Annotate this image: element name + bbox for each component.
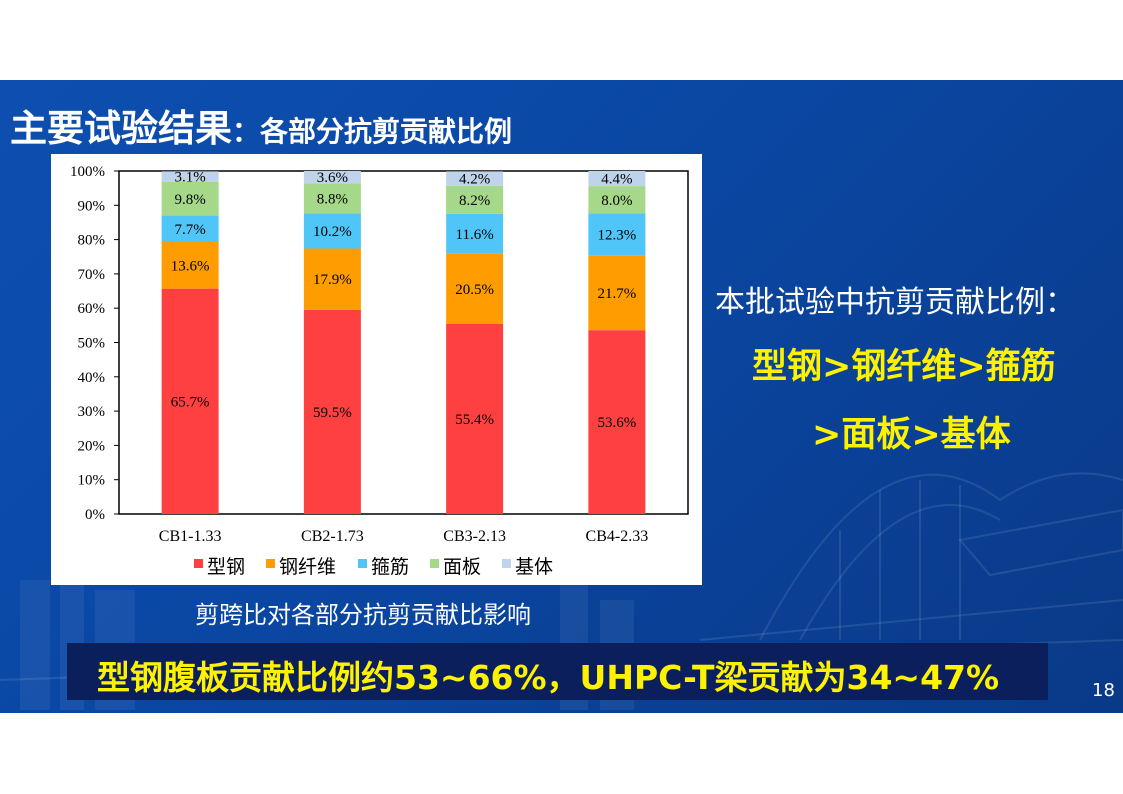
legend-label: 基体 (515, 556, 553, 578)
legend-swatch (502, 559, 511, 568)
y-tick-label: 50% (78, 336, 106, 352)
y-tick-label: 10% (78, 473, 106, 489)
chart-caption: 剪跨比对各部分抗剪贡献比影响 (195, 601, 531, 629)
data-label: 3.1% (175, 170, 206, 186)
page-number: 18 (1092, 680, 1115, 701)
bar-segment (446, 171, 504, 186)
bar-segment (303, 248, 361, 310)
bar-segment (446, 323, 504, 514)
bar-segment (161, 288, 219, 514)
legend-label: 型钢 (207, 556, 245, 578)
legend-swatch (358, 559, 367, 568)
legend-swatch (194, 559, 203, 568)
bar-segment (303, 309, 361, 514)
page-title: 主要试验结果：各部分抗剪贡献比例 (10, 98, 512, 152)
x-tick-label: CB3-2.13 (443, 528, 506, 545)
data-label: 12.3% (598, 228, 637, 244)
data-label: 59.5% (313, 405, 352, 421)
data-label: 9.8% (175, 192, 206, 208)
bar-segment (588, 186, 646, 214)
data-label: 4.2% (459, 172, 490, 188)
bar-segment (303, 183, 361, 214)
bar-segment (161, 215, 219, 243)
data-label: 11.6% (456, 227, 494, 243)
y-tick-label: 100% (70, 164, 105, 180)
y-tick-label: 20% (78, 438, 106, 454)
bar-segment (588, 171, 646, 187)
bar-segment (161, 181, 219, 216)
bar-segment (588, 213, 646, 256)
slide-background: 主要试验结果：各部分抗剪贡献比例 0% 10% 20% 30% 40% 50% 60% 70%… (0, 80, 1123, 713)
legend-label: 面板 (443, 556, 481, 578)
data-label: 55.4% (455, 412, 494, 428)
data-label: 8.2% (459, 193, 490, 209)
data-label: 8.0% (601, 193, 632, 209)
data-label: 8.8% (317, 191, 348, 207)
data-label: 53.6% (598, 415, 637, 431)
bar-segment (588, 330, 646, 514)
conclusion-order-line1: 型钢>钢纤维>箍筋 (752, 347, 1056, 387)
data-label: 17.9% (313, 272, 352, 288)
conclusion-order-line2: >面板>基体 (812, 415, 1011, 455)
data-label: 10.2% (313, 224, 352, 240)
chart-panel: 0% 10% 20% 30% 40% 50% 60% 70% 80% 90% 100% 65.7% 13… (51, 154, 702, 585)
y-tick-label: 60% (78, 301, 106, 317)
y-tick-label: 70% (78, 267, 106, 283)
bar-segment (446, 253, 504, 324)
bar-segment (303, 213, 361, 249)
bar-segment (161, 242, 219, 289)
title-sub: ：各部分抗剪贡献比例 (232, 115, 513, 148)
data-label: 3.6% (317, 170, 348, 186)
legend-swatch (266, 559, 275, 568)
summary-banner: 型钢腹板贡献比例约53~66%，UHPC-T梁贡献为34~47% (67, 643, 1048, 700)
bar-segment (161, 171, 219, 182)
y-tick-label: 30% (78, 404, 106, 420)
stacked-bar-chart: 0% 10% 20% 30% 40% 50% 60% 70% 80% 90% 100% 65.7% 13… (70, 164, 689, 578)
bar-segment (446, 185, 504, 214)
bar-segment (588, 255, 646, 331)
bar-segment (446, 213, 504, 254)
data-label: 20.5% (455, 282, 494, 298)
y-tick-label: 90% (78, 198, 106, 214)
x-tick-label: CB2-1.73 (301, 528, 364, 545)
x-tick-label: CB1-1.33 (159, 528, 222, 545)
y-tick-label: 40% (78, 370, 106, 386)
y-tick-label: 80% (78, 233, 106, 249)
y-tick-label: 0% (85, 507, 105, 523)
title-main: 主要试验结果 (10, 107, 232, 150)
data-label: 7.7% (175, 222, 206, 238)
bar-segment (303, 171, 361, 184)
data-label: 21.7% (598, 286, 637, 302)
data-label: 13.6% (171, 258, 210, 274)
legend-label: 箍筋 (371, 556, 409, 578)
legend-swatch (430, 559, 439, 568)
x-tick-label: CB4-2.33 (586, 528, 649, 545)
legend-label: 钢纤维 (279, 556, 336, 578)
data-label: 4.4% (601, 172, 632, 188)
data-label: 65.7% (171, 394, 210, 410)
summary-banner-text: 型钢腹板贡献比例约53~66%，UHPC-T梁贡献为34~47% (97, 658, 1000, 697)
conclusion-heading: 本批试验中抗剪贡献比例： (715, 285, 1075, 320)
